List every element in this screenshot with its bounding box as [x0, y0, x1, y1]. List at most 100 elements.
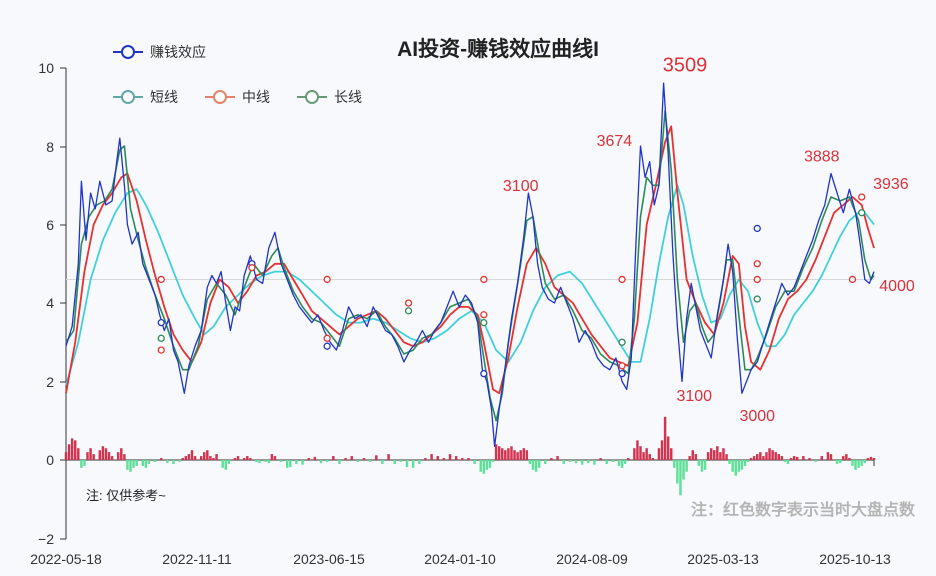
- histogram-bar-positive: [246, 456, 249, 460]
- histogram-bar-positive: [663, 416, 667, 460]
- histogram-bar-positive: [716, 446, 719, 460]
- histogram-bar-negative: [295, 460, 298, 464]
- histogram-bar-positive: [313, 456, 317, 460]
- histogram-bar-positive: [780, 456, 784, 460]
- histogram-bar-negative: [258, 460, 261, 464]
- histogram-bar-positive: [820, 456, 824, 460]
- index-annotations: 3509 3674 3100 3888 3936 4000 3100 3000: [503, 54, 915, 424]
- histogram-bar-positive: [86, 452, 89, 460]
- histogram-bar-negative: [368, 460, 372, 462]
- histogram-bar-positive: [636, 440, 639, 460]
- histogram-bar-negative: [685, 460, 688, 472]
- index-annotation: 3100: [503, 178, 539, 195]
- histogram-bar-negative: [593, 460, 596, 465]
- signal-marker: [157, 275, 165, 284]
- histogram-bar-negative: [153, 460, 157, 462]
- legend-item-main[interactable]: 赚钱效应: [113, 44, 206, 60]
- signal-markers: [157, 193, 866, 378]
- histogram-bar-positive: [774, 452, 777, 460]
- histogram-bar-negative: [835, 460, 839, 464]
- histogram-bar-positive: [120, 448, 123, 460]
- histogram-bar-positive: [199, 456, 203, 460]
- histogram-bar-positive: [829, 454, 833, 460]
- histogram-bar-positive: [387, 454, 390, 460]
- histogram-bar-negative: [393, 460, 396, 464]
- histogram-bar-positive: [467, 458, 470, 460]
- histogram-bar-negative: [479, 460, 482, 472]
- histogram-bar-positive: [633, 448, 636, 460]
- histogram-bar-positive: [184, 456, 188, 460]
- histogram-bar-negative: [166, 460, 169, 464]
- histogram-bar-negative: [141, 460, 145, 466]
- histogram-bar-negative: [679, 460, 682, 496]
- histogram-bar-positive: [694, 454, 698, 460]
- histogram-bar-negative: [682, 460, 685, 480]
- histogram-bar-negative: [740, 460, 744, 470]
- histogram-bar-negative: [178, 460, 181, 462]
- histogram-bar-negative: [135, 460, 138, 466]
- histogram-bar-positive: [802, 456, 805, 460]
- histogram-bar-positive: [792, 456, 796, 460]
- signal-marker: [618, 338, 626, 346]
- histogram-bar-negative: [338, 460, 341, 464]
- histogram-bar-negative: [838, 460, 842, 464]
- y-tick-label: 0: [46, 452, 54, 468]
- histogram-bar-positive: [789, 458, 793, 460]
- index-annotation: 3936: [873, 176, 909, 193]
- histogram-bar-positive: [436, 456, 439, 460]
- histogram-bar-negative: [623, 460, 627, 464]
- signal-marker: [753, 295, 761, 303]
- histogram-bar-positive: [842, 456, 845, 460]
- histogram-bar-positive: [525, 450, 529, 460]
- histogram-bar-positive: [706, 452, 710, 460]
- histogram-bar-positive: [77, 448, 80, 460]
- histogram-bar-negative: [734, 460, 737, 476]
- x-tick-label: 2023-06-15: [293, 551, 365, 567]
- histogram-bar-positive: [375, 455, 378, 460]
- legend-item-short[interactable]: 短线: [113, 89, 178, 105]
- histogram-bar-positive: [752, 456, 756, 460]
- histogram-bar-positive: [645, 448, 648, 460]
- histogram-bar-negative: [851, 460, 854, 466]
- histogram-bar-negative: [611, 460, 615, 462]
- x-tick-label: 2022-11-11: [162, 551, 232, 567]
- histogram-bar-negative: [405, 460, 409, 468]
- x-tick-label: 2024-01-10: [424, 551, 496, 567]
- note-left: 注: 仅供参考~: [86, 488, 166, 503]
- histogram-bar-negative: [147, 460, 151, 464]
- signal-marker: [480, 369, 488, 378]
- histogram-bar-positive: [660, 440, 664, 460]
- histogram-bar-positive: [442, 458, 446, 460]
- histogram-bar-positive: [206, 450, 209, 460]
- legend-label: 中线: [242, 89, 270, 105]
- histogram-bar-positive: [762, 456, 765, 460]
- histogram-bar-positive: [510, 446, 513, 460]
- signal-marker: [157, 346, 165, 354]
- histogram-bar-negative: [485, 460, 489, 470]
- histogram-bar-negative: [568, 460, 572, 462]
- histogram-bar-negative: [580, 460, 584, 465]
- histogram-bar-negative: [132, 460, 135, 468]
- histogram-bar-positive: [722, 448, 725, 460]
- histogram-bar-negative: [700, 460, 704, 472]
- histogram-bar-negative: [227, 460, 231, 464]
- y-tick-label: 10: [38, 60, 54, 76]
- legend-item-long[interactable]: 长线: [297, 89, 362, 105]
- histogram-bar-negative: [544, 460, 547, 464]
- histogram-bar-negative: [860, 460, 863, 466]
- histogram-bar-positive: [872, 458, 876, 460]
- histogram-bar-positive: [203, 452, 206, 460]
- histogram-bar-positive: [504, 450, 507, 460]
- histogram-bar-positive: [242, 458, 246, 460]
- signal-marker: [248, 264, 256, 272]
- legend-item-mid[interactable]: 中线: [205, 89, 270, 105]
- histogram-bar-negative: [743, 460, 747, 466]
- histogram-bar-positive: [123, 454, 126, 460]
- histogram-bar-negative: [83, 460, 86, 466]
- signal-marker: [480, 318, 488, 327]
- histogram-bar-negative: [325, 460, 329, 462]
- histogram-bar-positive: [233, 458, 237, 460]
- histogram-bar-negative: [301, 460, 304, 465]
- histogram-bar-negative: [863, 460, 867, 464]
